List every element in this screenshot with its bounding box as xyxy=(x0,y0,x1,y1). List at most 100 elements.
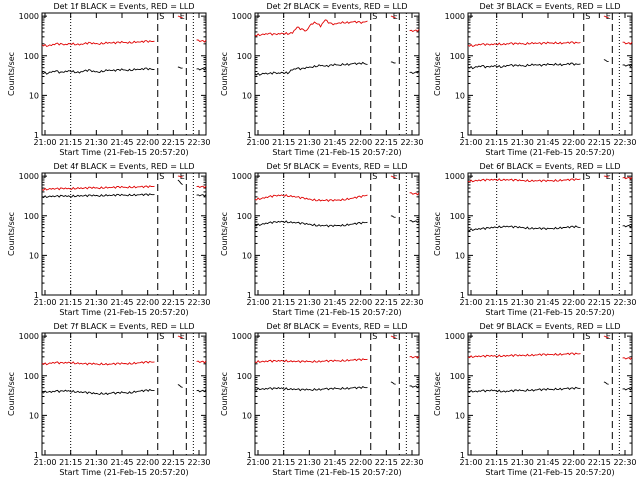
y-tick-label: 1 xyxy=(247,291,252,300)
series-line xyxy=(41,185,155,191)
y-tick-label: 10 xyxy=(29,251,39,260)
y-axis-label: Counts/sec xyxy=(220,52,229,96)
x-tick-label: 21:00 xyxy=(459,458,482,467)
y-tick-label: 1 xyxy=(34,131,39,140)
x-tick-label: 22:30 xyxy=(187,138,210,147)
series-line xyxy=(409,355,420,359)
x-axis-label: Start Time (21-Feb-15 20:57:20) xyxy=(485,308,614,317)
series-line xyxy=(390,61,396,64)
series-line xyxy=(254,194,368,202)
x-tick-label: 21:15 xyxy=(485,138,508,147)
x-axis-label: Start Time (21-Feb-15 20:57:20) xyxy=(59,468,188,477)
x-axis-label: Start Time (21-Feb-15 20:57:20) xyxy=(59,308,188,317)
series-line xyxy=(196,185,207,189)
x-tick-label: 21:15 xyxy=(59,458,82,467)
series-line xyxy=(177,66,183,69)
series-line xyxy=(467,225,581,232)
y-axis-label: Counts/sec xyxy=(433,372,442,416)
series-line xyxy=(622,387,633,391)
y-tick-label: 100 xyxy=(24,212,39,221)
series-line xyxy=(603,381,609,385)
series-line xyxy=(390,335,396,339)
y-tick-label: 1 xyxy=(460,291,465,300)
x-tick-label: 21:30 xyxy=(298,458,321,467)
x-tick-label: 22:00 xyxy=(136,298,159,307)
y-tick-label: 1000 xyxy=(445,332,465,341)
series-line xyxy=(390,215,396,218)
x-tick-label: 21:00 xyxy=(459,138,482,147)
series-line xyxy=(196,67,207,71)
chart-title: Det 5f BLACK = Events, RED = LLD xyxy=(266,162,407,171)
plot-frame xyxy=(467,332,633,456)
x-tick-label: 21:15 xyxy=(59,138,82,147)
x-tick-label: 22:30 xyxy=(400,458,423,467)
x-tick-label: 21:30 xyxy=(511,138,534,147)
start-marker-label: S xyxy=(372,12,377,21)
chart-title: Det 4f BLACK = Events, RED = LLD xyxy=(53,162,194,171)
y-axis-label: Counts/sec xyxy=(7,52,16,96)
x-tick-label: 22:15 xyxy=(162,138,185,147)
y-tick-label: 1 xyxy=(460,451,465,460)
x-tick-label: 21:15 xyxy=(485,458,508,467)
start-marker-label: S xyxy=(372,332,377,341)
x-tick-label: 22:15 xyxy=(162,298,185,307)
x-tick-label: 22:00 xyxy=(562,458,585,467)
series-line xyxy=(254,220,368,228)
series-line xyxy=(467,178,581,183)
series-line xyxy=(41,360,155,366)
x-tick-label: 21:00 xyxy=(33,298,56,307)
y-tick-label: 1 xyxy=(247,131,252,140)
chart-panel: Det 1f BLACK = Events, RED = LLD 1 10 100 10… xyxy=(7,2,211,157)
x-tick-label: 22:00 xyxy=(349,138,372,147)
chart-title: Det 8f BLACK = Events, RED = LLD xyxy=(266,322,407,331)
chart-panel: Det 2f BLACK = Events, RED = LLD 1 10 100 10… xyxy=(220,2,424,157)
end-marker-label: E xyxy=(393,12,398,21)
x-tick-label: 22:15 xyxy=(375,298,398,307)
x-tick-label: 22:30 xyxy=(187,298,210,307)
x-tick-label: 22:30 xyxy=(400,298,423,307)
x-tick-label: 22:00 xyxy=(562,298,585,307)
x-axis-label: Start Time (21-Feb-15 20:57:20) xyxy=(272,308,401,317)
x-tick-label: 22:00 xyxy=(136,138,159,147)
y-tick-label: 10 xyxy=(242,411,252,420)
x-tick-label: 21:45 xyxy=(536,458,559,467)
x-tick-label: 21:30 xyxy=(511,458,534,467)
series-line xyxy=(196,389,207,393)
chart-title: Det 3f BLACK = Events, RED = LLD xyxy=(479,2,620,11)
series-line xyxy=(196,194,207,197)
y-tick-label: 1 xyxy=(34,451,39,460)
x-tick-label: 21:30 xyxy=(85,138,108,147)
y-axis-label: Counts/sec xyxy=(433,52,442,96)
x-tick-label: 21:45 xyxy=(323,138,346,147)
chart-panel: Det 3f BLACK = Events, RED = LLD 1 10 100 10… xyxy=(433,2,637,157)
x-axis-label: Start Time (21-Feb-15 20:57:20) xyxy=(272,468,401,477)
series-line xyxy=(41,193,155,199)
x-tick-label: 21:30 xyxy=(85,298,108,307)
series-line xyxy=(390,381,396,385)
x-tick-label: 22:15 xyxy=(588,138,611,147)
x-tick-label: 22:30 xyxy=(613,298,636,307)
series-line xyxy=(409,70,420,75)
y-axis-label: Counts/sec xyxy=(220,372,229,416)
chart-title: Det 7f BLACK = Events, RED = LLD xyxy=(53,322,194,331)
series-line xyxy=(390,175,396,179)
end-marker-label: E xyxy=(606,12,611,21)
y-tick-label: 1 xyxy=(460,131,465,140)
x-tick-label: 21:45 xyxy=(323,298,346,307)
series-line xyxy=(409,220,420,224)
x-tick-label: 21:30 xyxy=(298,298,321,307)
x-tick-label: 21:00 xyxy=(246,298,269,307)
end-marker-label: E xyxy=(180,12,185,21)
series-line xyxy=(390,15,396,19)
x-tick-label: 21:15 xyxy=(59,298,82,307)
series-line xyxy=(254,386,368,392)
x-tick-label: 22:15 xyxy=(375,458,398,467)
x-tick-label: 22:30 xyxy=(400,138,423,147)
series-line xyxy=(603,59,609,63)
plot-frame xyxy=(467,172,633,296)
x-tick-label: 21:15 xyxy=(485,298,508,307)
y-tick-label: 100 xyxy=(237,372,252,381)
x-tick-label: 21:45 xyxy=(536,298,559,307)
plot-frame xyxy=(41,12,207,136)
